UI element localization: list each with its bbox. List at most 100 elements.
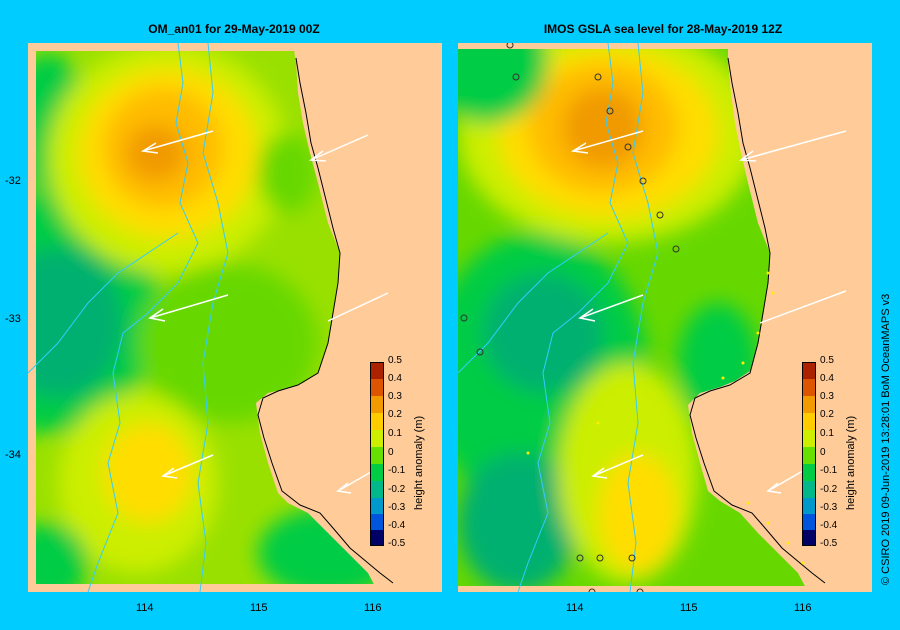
lon-label: 114	[136, 602, 154, 614]
wind-arrow-head	[140, 142, 159, 154]
wind-arrows	[570, 130, 847, 494]
left-panel-title: OM_an01 for 29-May-2019 00Z	[148, 22, 320, 36]
wind-arrow	[592, 454, 644, 477]
colorbar-gradient	[802, 362, 816, 546]
wind-arrow-head	[578, 308, 596, 322]
coastline	[689, 57, 826, 584]
wind-arrow	[149, 294, 229, 319]
wind-arrow-head	[766, 482, 782, 494]
wind-arrow	[142, 130, 214, 152]
wind-arrow	[572, 130, 644, 152]
obs-point	[771, 291, 775, 295]
right-panel-title: IMOS GSLA sea level for 28-May-2019 12Z	[543, 22, 783, 36]
wind-arrow	[327, 292, 389, 322]
lat-label: -34	[5, 449, 21, 461]
wind-arrow	[740, 130, 847, 161]
obs-point	[786, 541, 790, 545]
obs-marker	[460, 314, 468, 322]
obs-point	[766, 521, 770, 525]
obs-point	[801, 561, 805, 565]
colorbar-tick: -0.1	[388, 465, 406, 476]
obs-marker	[594, 73, 602, 81]
colorbar-tick: 0.3	[388, 391, 402, 402]
lon-label: 114	[566, 602, 584, 614]
colorbar-tick: 0.1	[820, 428, 834, 439]
right-map-panel	[458, 43, 872, 592]
anomaly-contour	[28, 248, 123, 398]
obs-marker	[624, 143, 632, 151]
track-line	[458, 232, 609, 374]
wind-arrow	[759, 290, 847, 324]
wind-arrow-head	[591, 467, 608, 479]
obs-point	[596, 421, 600, 425]
coastline	[257, 57, 394, 584]
colorbar-tick: 0.5	[388, 355, 402, 366]
anomaly-contour	[138, 263, 318, 423]
obs-marker	[672, 245, 680, 253]
wind-arrow-head	[148, 308, 166, 322]
colorbar-tick: 0.4	[820, 373, 834, 384]
anomaly-contour	[458, 453, 578, 592]
wind-arrow-head	[336, 482, 352, 494]
colorbar-tick: 0.2	[820, 409, 834, 420]
left-map-panel	[28, 43, 442, 592]
obs-marker	[588, 588, 596, 592]
lat-label: -33	[5, 313, 21, 325]
land-area	[458, 586, 872, 592]
obs-point	[526, 451, 530, 455]
anomaly-contour	[103, 423, 193, 523]
colorbar-tick: -0.2	[820, 484, 838, 495]
wind-arrow	[162, 454, 214, 477]
colorbar-gradient	[370, 362, 384, 546]
anomaly-contour	[598, 453, 678, 573]
colorbar-tick: 0.5	[820, 355, 834, 366]
obs-point	[741, 361, 745, 365]
obs-marker	[628, 554, 636, 562]
land-area	[688, 43, 872, 592]
observation-markers	[460, 43, 680, 592]
colorbar-tick: -0.5	[388, 538, 406, 549]
lon-label: 116	[794, 602, 812, 614]
colorbar-left	[370, 362, 384, 546]
colorbar-tick: -0.4	[388, 520, 406, 531]
wind-arrow-head	[308, 150, 327, 162]
colorbar-tick: -0.5	[820, 538, 838, 549]
lon-label: 115	[680, 602, 698, 614]
lon-label: 115	[250, 602, 268, 614]
obs-marker	[506, 43, 514, 49]
wind-arrows	[140, 130, 389, 494]
obs-point	[721, 376, 725, 380]
colorbar-tick: -0.3	[388, 502, 406, 513]
anomaly-contour	[483, 273, 603, 393]
obs-point	[766, 271, 770, 275]
wind-arrow	[579, 294, 644, 319]
colorbar-right	[802, 362, 816, 546]
colorbar-title: height anomaly (m)	[413, 415, 425, 510]
colorbar-tick: 0.4	[388, 373, 402, 384]
colorbar-tick: -0.4	[820, 520, 838, 531]
wind-arrow-head	[570, 142, 589, 154]
obs-marker	[606, 107, 614, 115]
lat-label: -32	[5, 175, 21, 187]
wind-arrow-head	[738, 150, 757, 162]
land-area	[28, 43, 36, 592]
anomaly-contour	[563, 88, 643, 168]
obs-marker	[512, 73, 520, 81]
colorbar-tick: -0.3	[820, 502, 838, 513]
wind-arrow	[767, 467, 809, 492]
colorbar-tick: -0.2	[388, 484, 406, 495]
land-area	[458, 43, 872, 49]
anomaly-contour	[458, 43, 548, 123]
wind-arrow	[310, 134, 369, 161]
obs-point	[746, 501, 750, 505]
anomaly-contour	[258, 133, 318, 213]
wind-arrow-head	[161, 467, 178, 479]
land-area	[28, 43, 442, 51]
obs-point	[756, 331, 760, 335]
colorbar-tick: 0.2	[388, 409, 402, 420]
track-line	[87, 43, 199, 592]
obs-marker	[576, 554, 584, 562]
colorbar-tick: -0.1	[820, 465, 838, 476]
colorbar-tick: 0.1	[388, 428, 402, 439]
track-line	[28, 232, 179, 374]
